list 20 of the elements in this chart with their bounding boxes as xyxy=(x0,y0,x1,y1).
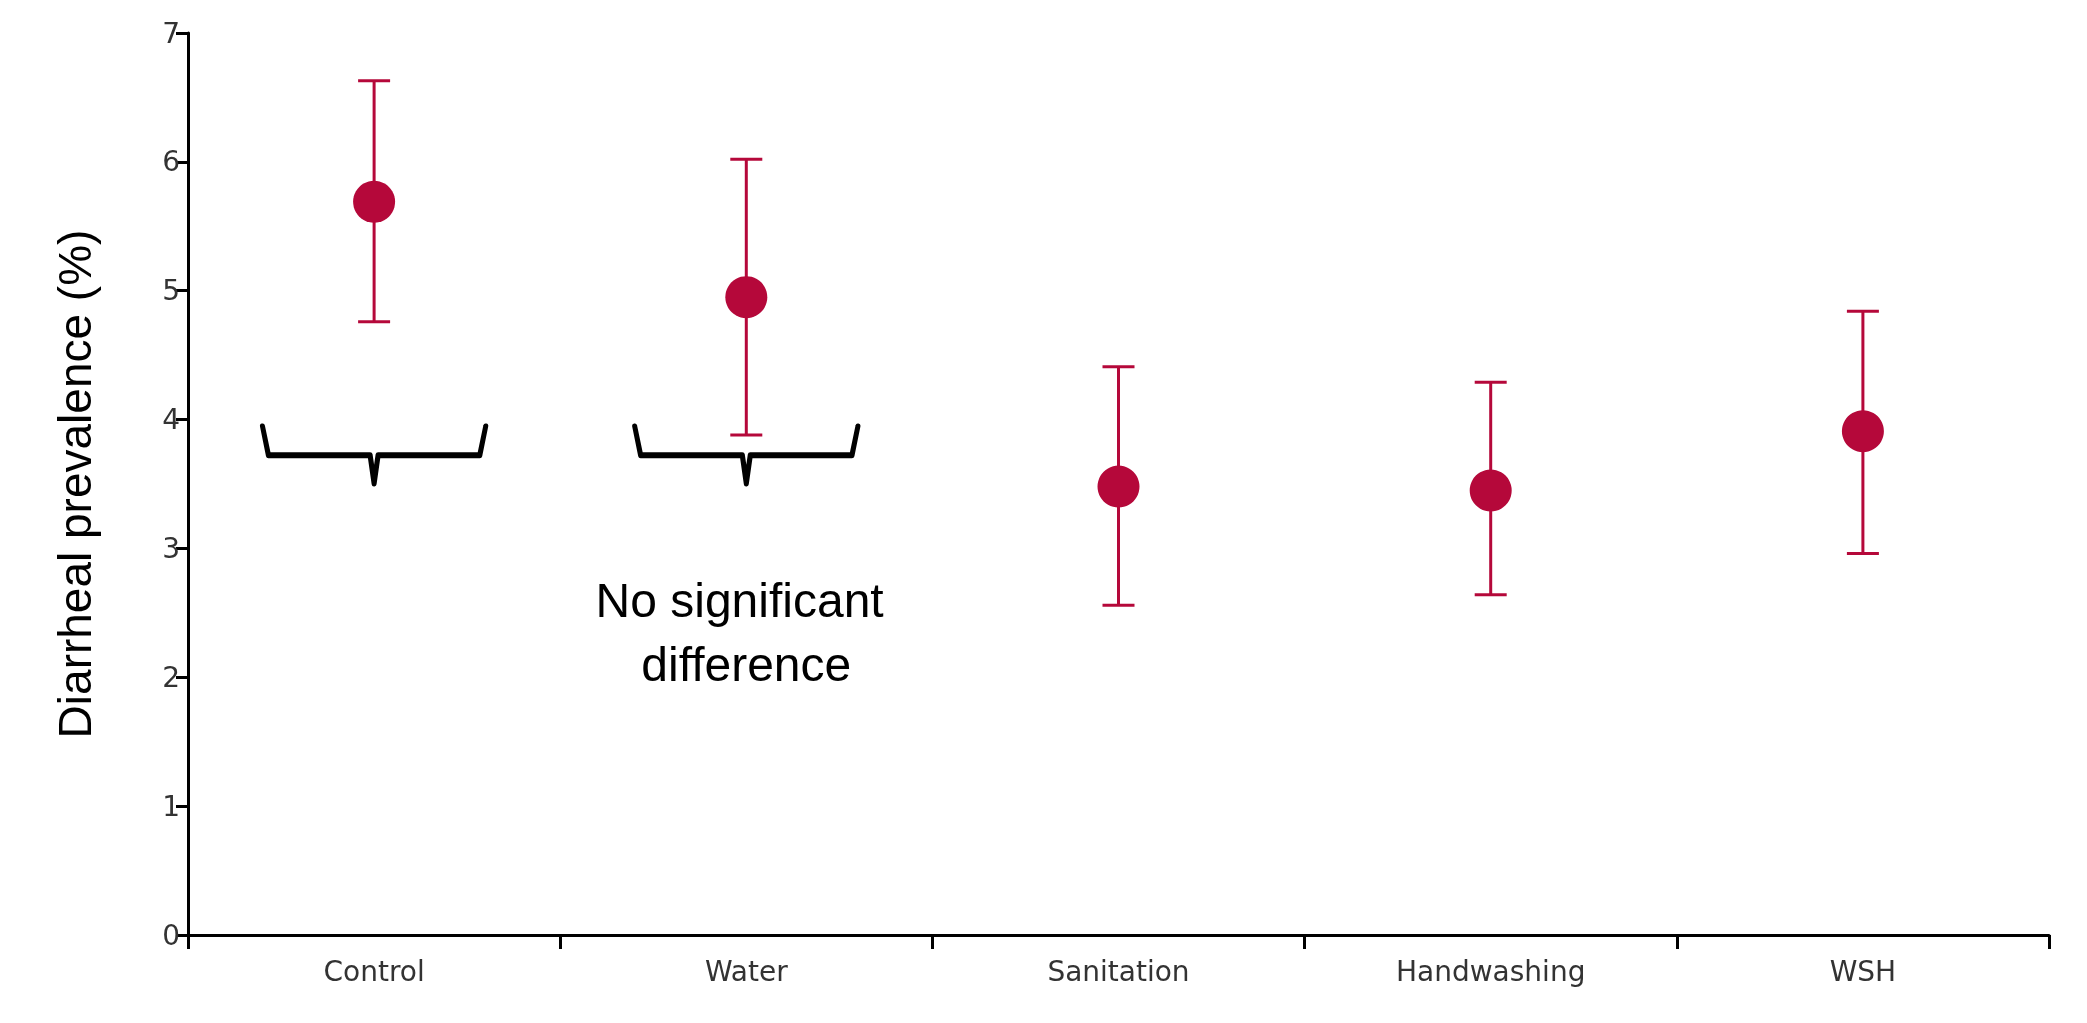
y-tick-label: 3 xyxy=(162,531,180,565)
x-tick-label: Water xyxy=(704,954,789,988)
x-tick-label: WSH xyxy=(1829,954,1897,988)
y-tick-label: 5 xyxy=(162,274,180,308)
y-tick-label: 6 xyxy=(162,145,180,179)
x-tick-label: Sanitation xyxy=(1047,954,1190,988)
annotation: No significant difference xyxy=(595,573,898,691)
point xyxy=(1841,410,1884,453)
point xyxy=(1097,465,1140,508)
y-tick-label: 7 xyxy=(162,16,180,50)
y-tick-label: 4 xyxy=(162,403,180,437)
y-tick-label: 2 xyxy=(162,660,180,694)
point xyxy=(725,276,768,319)
point xyxy=(353,180,396,223)
x-tick-label: Control xyxy=(323,954,425,988)
x-tick-label: Handwashing xyxy=(1395,954,1586,988)
y-tick-label: 0 xyxy=(162,918,180,952)
point xyxy=(1469,469,1512,512)
y-tick-label: 1 xyxy=(162,789,180,823)
y-axis-title: Diarrheal prevalence (%) xyxy=(49,229,101,739)
